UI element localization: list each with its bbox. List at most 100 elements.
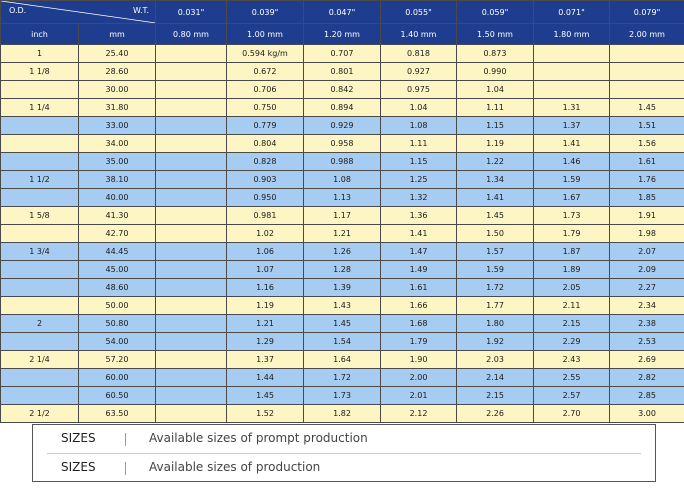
mm-header: mm	[78, 23, 156, 45]
table-row: 33.00 0.779 0.929 1.08 1.15 1.37 1.51	[0, 116, 684, 135]
weight-cell	[155, 260, 227, 279]
table-row: 40.00 0.950 1.13 1.32 1.41 1.67 1.85	[0, 188, 684, 207]
weight-cell: 2.29	[533, 332, 610, 351]
mm-col-header: 1.80 mm	[533, 23, 610, 45]
table-row: 30.00 0.706 0.842 0.975 1.04	[0, 80, 684, 99]
weight-cell: 1.31	[533, 98, 610, 117]
weight-cell: 2.57	[533, 386, 610, 405]
weight-cell: 2.01	[380, 386, 457, 405]
weight-cell: 1.82	[303, 404, 381, 423]
weight-cell: 1.15	[380, 152, 457, 171]
weight-cell: 1.59	[533, 170, 610, 189]
weight-cell	[609, 80, 684, 99]
header-row-mm: inch mm 0.80 mm 1.00 mm 1.20 mm 1.40 mm …	[0, 23, 684, 45]
weight-cell: 0.927	[380, 62, 457, 81]
mm-cell: 50.80	[78, 314, 156, 333]
weight-cell: 1.21	[226, 314, 304, 333]
weight-cell	[155, 314, 227, 333]
weight-cell: 1.64	[303, 350, 381, 369]
mm-cell: 28.60	[78, 62, 156, 81]
weight-cell: 0.706	[226, 80, 304, 99]
table-row: 1 5/8 41.30 0.981 1.17 1.36 1.45 1.73 1.91	[0, 206, 684, 225]
weight-cell: 1.37	[226, 350, 304, 369]
weight-cell	[155, 188, 227, 207]
inch-col-header: 0.079"	[609, 0, 684, 24]
weight-cell: 1.28	[303, 260, 381, 279]
weight-cell: 0.950	[226, 188, 304, 207]
mm-cell: 54.00	[78, 332, 156, 351]
inch-cell	[0, 278, 79, 297]
inch-cell	[0, 332, 79, 351]
weight-cell	[155, 386, 227, 405]
weight-cell: 1.15	[456, 116, 534, 135]
legend-code: SIZES	[61, 431, 96, 445]
weight-cell	[155, 206, 227, 225]
weight-cell: 1.72	[456, 278, 534, 297]
mm-cell: 50.00	[78, 296, 156, 315]
weight-cell	[609, 44, 684, 63]
wt-label: W.T.	[132, 6, 149, 15]
inch-cell	[0, 296, 79, 315]
weight-cell: 1.07	[226, 260, 304, 279]
legend-separator	[47, 453, 641, 454]
weight-cell: 1.21	[303, 224, 381, 243]
weight-cell: 1.44	[226, 368, 304, 387]
mm-cell: 60.00	[78, 368, 156, 387]
weight-cell: 1.68	[380, 314, 457, 333]
weight-cell: 2.85	[609, 386, 684, 405]
weight-cell: 1.66	[380, 296, 457, 315]
inch-col-header: 0.055"	[380, 0, 457, 24]
weight-cell: 2.15	[533, 314, 610, 333]
weight-cell: 1.56	[609, 134, 684, 153]
mm-cell: 30.00	[78, 80, 156, 99]
weight-cell	[155, 296, 227, 315]
weight-cell: 2.55	[533, 368, 610, 387]
mm-cell: 34.00	[78, 134, 156, 153]
inch-cell: 2 1/2	[0, 404, 79, 423]
weight-cell: 1.32	[380, 188, 457, 207]
inch-cell: 2	[0, 314, 79, 333]
weight-cell: 1.98	[609, 224, 684, 243]
weight-cell: 1.59	[456, 260, 534, 279]
table-body: 1 25.40 0.594 kg/m 0.707 0.818 0.873 1 1/8 28.6…	[0, 44, 684, 423]
legend-row-prompt: SIZES Available sizes of prompt producti…	[33, 425, 655, 454]
table-row: 1 1/4 31.80 0.750 0.894 1.04 1.11 1.31 1.45	[0, 98, 684, 117]
weight-cell: 1.77	[456, 296, 534, 315]
mm-cell: 35.00	[78, 152, 156, 171]
weight-cell: 2.12	[380, 404, 457, 423]
mm-cell: 25.40	[78, 44, 156, 63]
weight-cell: 1.45	[456, 206, 534, 225]
table-row: 1 1/8 28.60 0.672 0.801 0.927 0.990	[0, 62, 684, 81]
mm-col-header: 1.50 mm	[456, 23, 534, 45]
weight-cell: 1.73	[303, 386, 381, 405]
weight-cell: 1.43	[303, 296, 381, 315]
weight-cell: 1.80	[456, 314, 534, 333]
weight-cell: 1.54	[303, 332, 381, 351]
size-table: O.D. W.T. 0.031" 0.039" 0.047" 0.055" 0.…	[0, 0, 684, 423]
weight-cell: 0.958	[303, 134, 381, 153]
table-row: 50.00 1.19 1.43 1.66 1.77 2.11 2.34	[0, 296, 684, 315]
mm-cell: 42.70	[78, 224, 156, 243]
weight-cell: 1.92	[456, 332, 534, 351]
table-row: 2 1/2 63.50 1.52 1.82 2.12 2.26 2.70 3.00	[0, 404, 684, 423]
weight-cell: 0.894	[303, 98, 381, 117]
weight-cell: 2.05	[533, 278, 610, 297]
weight-cell: 1.79	[533, 224, 610, 243]
mm-cell: 48.60	[78, 278, 156, 297]
weight-cell: 1.61	[380, 278, 457, 297]
weight-cell: 1.41	[380, 224, 457, 243]
weight-cell: 1.04	[456, 80, 534, 99]
weight-cell: 0.990	[456, 62, 534, 81]
weight-cell	[155, 332, 227, 351]
weight-cell: 1.25	[380, 170, 457, 189]
weight-cell	[155, 80, 227, 99]
weight-cell: 2.15	[456, 386, 534, 405]
weight-cell: 2.07	[609, 242, 684, 261]
weight-cell	[155, 278, 227, 297]
weight-cell: 1.08	[303, 170, 381, 189]
legend-row-production: SIZES Available sizes of production	[33, 454, 655, 483]
table-row: 60.00 1.44 1.72 2.00 2.14 2.55 2.82	[0, 368, 684, 387]
header-row-inch: O.D. W.T. 0.031" 0.039" 0.047" 0.055" 0.…	[0, 0, 684, 24]
weight-cell: 1.79	[380, 332, 457, 351]
inch-cell	[0, 116, 79, 135]
